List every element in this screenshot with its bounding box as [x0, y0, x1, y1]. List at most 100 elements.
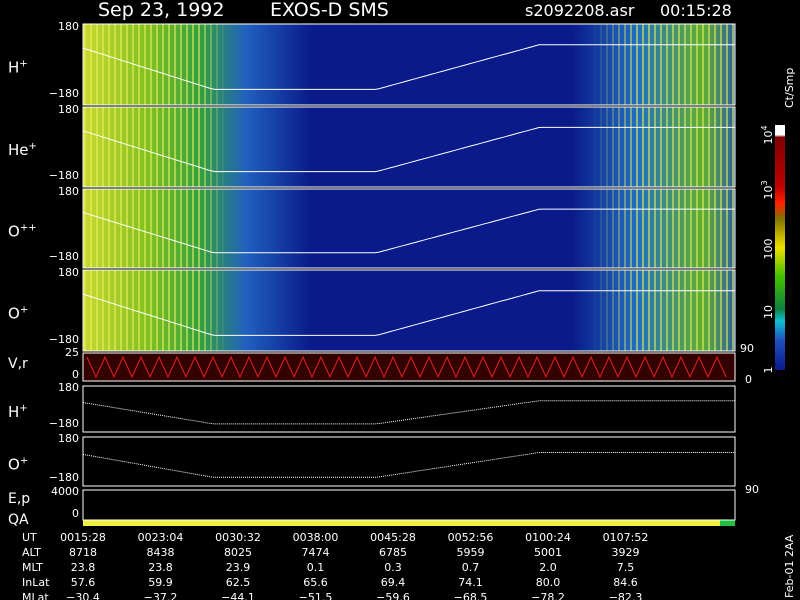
cell: 7.5: [617, 561, 635, 574]
velocity-panel: [82, 352, 736, 382]
cell: 8718: [69, 546, 97, 559]
axis-label: 0: [72, 368, 79, 381]
cell: 8438: [147, 546, 175, 559]
energy-panel: [82, 489, 736, 521]
cell: 0.1: [307, 561, 325, 574]
cell: −59.6: [376, 591, 410, 600]
colorbar-label: 104: [760, 125, 775, 144]
cell: 80.0: [536, 576, 561, 589]
line-panel: [82, 385, 736, 433]
colorbar-label: 1: [762, 367, 775, 374]
panel-frame: [82, 188, 736, 269]
colorbar-label: 103: [760, 180, 775, 199]
cell: 7474: [302, 546, 330, 559]
track-line: [82, 452, 735, 478]
colorbar-exp: 4: [760, 125, 769, 130]
cell: −78.2: [531, 591, 565, 600]
cell: 0107:52: [603, 531, 649, 544]
spectrogram-stripes: [83, 107, 735, 187]
ion-charge: +: [19, 403, 27, 414]
file-time: 00:15:28: [660, 1, 732, 20]
cell: −68.5: [454, 591, 488, 600]
track-line: [82, 208, 735, 254]
track-line: [82, 400, 735, 425]
panel-label: O+: [8, 456, 28, 474]
colorbar-base: 10: [762, 186, 775, 200]
row-label: MLT: [22, 561, 43, 574]
panel-label: He+: [8, 141, 37, 159]
axis-label: 25: [65, 346, 79, 359]
panel-label: O+: [8, 305, 28, 323]
axis-label: 180: [58, 20, 79, 33]
panel-label: V,r: [8, 356, 28, 372]
ion-charge: ++: [20, 223, 37, 234]
cell: −30.4: [66, 591, 100, 600]
axis-label: 180: [58, 432, 79, 445]
ion: H: [8, 403, 19, 421]
cell: 5959: [457, 546, 485, 559]
title-instrument: EXOS-D SMS: [270, 0, 389, 21]
cell: 2.0: [539, 561, 557, 574]
right-label: 0: [745, 373, 752, 386]
cell: 23.8: [148, 561, 173, 574]
cell: −51.5: [299, 591, 333, 600]
axis-label: −180: [49, 333, 79, 346]
cell: 0100:24: [525, 531, 571, 544]
colorbar-base: 1: [762, 367, 775, 374]
footer: Feb-01 2AA: [783, 534, 796, 598]
cell: 5001: [534, 546, 562, 559]
track-line: [82, 126, 735, 173]
spectrogram-stripes: [83, 270, 735, 351]
row-label: MLat: [22, 591, 49, 600]
axis-label: 0: [72, 507, 79, 520]
axis-label: −180: [49, 417, 79, 430]
panel-frame: [82, 269, 736, 352]
row-label: InLat: [22, 576, 50, 589]
panel-frame: [82, 106, 736, 188]
cell: 65.6: [303, 576, 328, 589]
row-label: UT: [22, 531, 37, 544]
axis-label: 180: [58, 185, 79, 198]
cell: 84.6: [613, 576, 638, 589]
cell: 74.1: [458, 576, 483, 589]
panel-frame: [82, 23, 736, 106]
right-label: 90: [740, 342, 754, 355]
cell: 69.4: [381, 576, 406, 589]
velocity-trace: [86, 355, 727, 379]
panel-label: E,p: [8, 491, 30, 507]
track-line: [82, 290, 735, 336]
colorbar-base: 100: [762, 239, 775, 260]
colorbar: [775, 125, 785, 370]
cell: −44.1: [221, 591, 255, 600]
ion: O: [8, 456, 20, 474]
axis-label: 180: [58, 103, 79, 116]
cell: 0023:04: [138, 531, 184, 544]
cell: 0015:28: [60, 531, 106, 544]
axis-label: 180: [58, 266, 79, 279]
ion: O: [8, 305, 20, 323]
panel-label: H+: [8, 403, 28, 421]
cell: 59.9: [148, 576, 173, 589]
colorbar-unit: Ct/Smp: [783, 68, 796, 108]
panel-label: QA: [8, 512, 29, 528]
colorbar-label: 100: [762, 239, 775, 260]
ion-charge: +: [20, 305, 28, 316]
qa-bar-end: [720, 520, 735, 526]
colorbar-label: 10: [762, 305, 775, 319]
cell: 62.5: [226, 576, 251, 589]
spectrogram-stripes: [83, 189, 735, 268]
panel-label: O++: [8, 223, 37, 241]
axis-label: 180: [58, 381, 79, 394]
track-line: [82, 44, 735, 90]
file-name: s2092208.asr: [525, 1, 635, 20]
cell: 57.6: [71, 576, 96, 589]
qa-bar: [83, 520, 735, 526]
axis-label: −180: [49, 169, 79, 182]
cell: 0045:28: [370, 531, 416, 544]
cell: 23.8: [71, 561, 96, 574]
ion: He: [8, 141, 29, 159]
cell: 8025: [224, 546, 252, 559]
ion-charge: +: [20, 456, 28, 467]
cell: −37.2: [144, 591, 178, 600]
